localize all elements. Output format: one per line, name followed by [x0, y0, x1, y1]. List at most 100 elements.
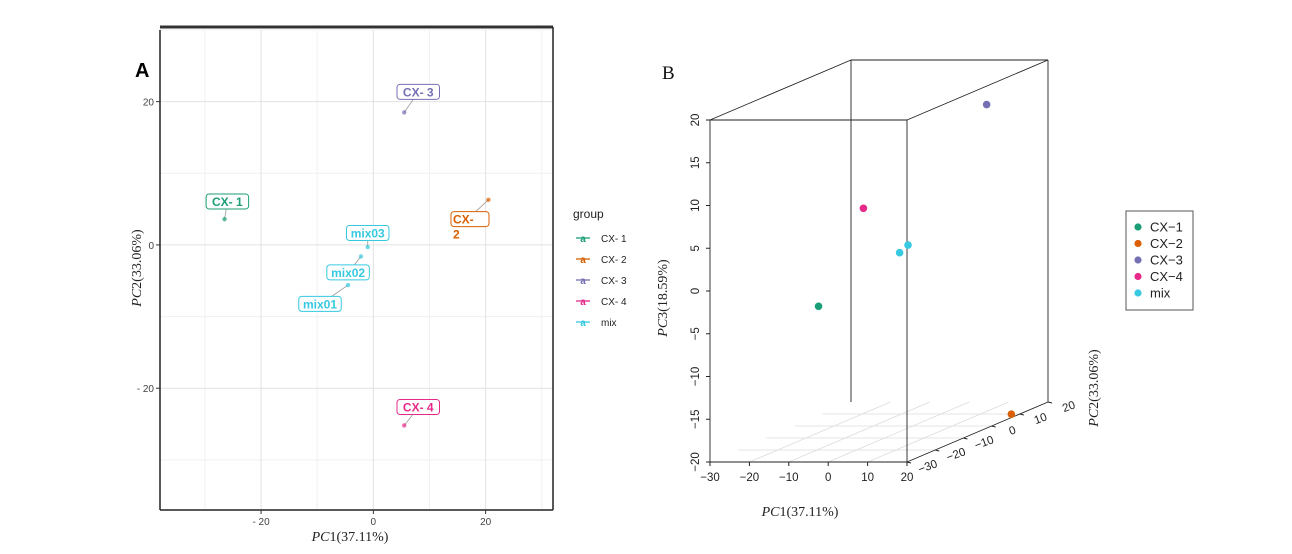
- panel-b-box: [710, 60, 1048, 462]
- legend-key-glyph: a: [580, 276, 586, 287]
- y-tick-label: - 20: [137, 384, 155, 395]
- data-point: [222, 217, 226, 221]
- y-tick-label: −30: [917, 458, 939, 476]
- data-point: [346, 283, 350, 287]
- z-tick-label: −5: [690, 327, 702, 340]
- panel-b-x-axis-label-prefix: PC: [761, 505, 781, 520]
- z-tick-label: 5: [690, 245, 702, 251]
- y-tick: [1020, 414, 1024, 415]
- y-tick: [963, 438, 967, 439]
- y-tick-label: 0: [1008, 424, 1018, 437]
- x-tick-label: 0: [825, 472, 831, 484]
- panel-b: B −30 −20 −10 0 10 20−20−15−10−505101520−30−2…: [656, 60, 1193, 520]
- panel-a-x-axis-label: PC1(37.11%): [311, 530, 389, 545]
- panel-b-points: [815, 101, 1015, 418]
- legend-entry: CX−2: [1150, 236, 1183, 251]
- x-tick-label: −30: [700, 472, 720, 484]
- legend-key-glyph: a: [580, 255, 586, 266]
- legend-key-dot: [1134, 289, 1141, 296]
- panel-b-z-axis-label-prefix: PC: [656, 318, 671, 338]
- legend-entry: CX−4: [1150, 269, 1183, 284]
- figure-canvas: A - 20 0 20200- 20 CX- 1CX-2CX- 3CX- 4mix0…: [0, 0, 1292, 554]
- x-tick-label: 20: [901, 472, 914, 484]
- z-tick-label: −20: [690, 452, 702, 472]
- box-edge: [907, 60, 1048, 120]
- z-tick-label: −15: [690, 409, 702, 429]
- point-label: mix03: [351, 226, 385, 240]
- z-tick-label: 0: [690, 288, 702, 294]
- data-point: [815, 302, 823, 310]
- panel-b-label: B: [662, 63, 675, 84]
- point-label: CX- 4: [403, 401, 434, 415]
- legend-key-dot: [1134, 223, 1141, 230]
- legend-entry: CX- 4: [601, 297, 627, 308]
- data-point: [904, 241, 912, 249]
- x-tick-label: −10: [779, 472, 799, 484]
- box-edge: [907, 402, 1048, 462]
- panel-b-y-axis-label-prefix: PC: [1087, 408, 1102, 428]
- legend-key-dot: [1134, 256, 1141, 263]
- point-label: 2: [453, 228, 460, 242]
- box-edge: [710, 60, 851, 120]
- x-tick-label: −20: [740, 472, 760, 484]
- y-tick-label: −20: [945, 446, 967, 464]
- point-label: CX- 1: [212, 195, 243, 209]
- data-point: [896, 249, 904, 257]
- x-tick-label: 20: [480, 517, 492, 528]
- x-tick-label: - 20: [252, 517, 270, 528]
- legend-entry: CX- 1: [601, 234, 627, 245]
- data-point: [1008, 410, 1016, 418]
- data-point: [983, 101, 991, 109]
- data-point: [366, 245, 370, 249]
- point-label: CX- 3: [403, 85, 434, 99]
- y-tick: [907, 462, 911, 463]
- y-tick: [992, 426, 996, 427]
- panel-b-y-axis-label: PC2(33.06%): [1087, 349, 1102, 428]
- panel-a-x-axis-label-suffix: 1(37.11%): [329, 530, 388, 545]
- data-point: [486, 198, 490, 202]
- legend-key-glyph: a: [580, 318, 586, 329]
- legend-key-dot: [1134, 273, 1141, 280]
- panel-b-y-axis-label-suffix: 2(33.06%): [1087, 349, 1102, 409]
- panel-b-x-axis-label-suffix: 1(37.11%): [779, 505, 838, 520]
- legend-entry: CX−3: [1150, 253, 1183, 268]
- z-tick-label: 20: [690, 114, 702, 127]
- panel-a-x-axis-label-prefix: PC: [311, 530, 331, 545]
- panel-a-ticks: - 20 0 20200- 20: [137, 98, 492, 528]
- panel-a: A - 20 0 20 20 0 - 20 CX- 1 CX-2 CX- 3 CX- 4 mix0…: [130, 27, 627, 545]
- panel-a-y-axis-label-suffix: 2(33.06%): [130, 229, 145, 289]
- panel-a-point-labels: CX- 1 CX-2 CX- 3 CX- 4 mix03 mix02 mix01: [206, 84, 489, 414]
- y-tick-label: 20: [143, 98, 155, 109]
- legend-key-glyph: a: [580, 234, 586, 245]
- point-label: CX-: [453, 213, 474, 227]
- panel-b-legend: CX−1CX−2 CX−3CX−4 mix: [1126, 211, 1193, 310]
- panel-b-x-axis-label: PC1(37.11%): [761, 505, 839, 520]
- panel-a-legend: group a CX- 1 a CX- 2 a CX- 3 a CX- 4 a mix: [573, 207, 627, 329]
- panel-a-label-connectors: [225, 92, 489, 425]
- panel-a-y-axis-label-prefix: PC: [130, 288, 145, 308]
- legend-entry: CX- 3: [601, 276, 627, 287]
- y-tick-label: 0: [148, 241, 154, 252]
- x-tick-label: 10: [861, 472, 874, 484]
- point-label: mix01: [303, 297, 337, 311]
- legend-key-glyph: a: [580, 297, 586, 308]
- y-tick-label: 10: [1033, 411, 1049, 427]
- panel-b-ticks: −30 −20 −10 0 10 20−20−15−10−505101520−30−20−…: [690, 114, 1077, 484]
- legend-entry: mix: [1150, 286, 1171, 301]
- legend-key-dot: [1134, 240, 1141, 247]
- data-point: [359, 254, 363, 258]
- data-point: [402, 423, 406, 427]
- legend-entry: CX−1: [1150, 220, 1183, 235]
- z-tick-label: 15: [690, 156, 702, 169]
- y-tick: [935, 450, 939, 451]
- panel-b-z-axis-label: PC3(18.59%): [656, 259, 671, 338]
- floor-grid-line: [789, 402, 930, 462]
- y-tick-label: −10: [973, 434, 995, 452]
- legend-entry: CX- 2: [601, 255, 627, 266]
- legend-entry: mix: [601, 318, 617, 329]
- y-tick-label: 20: [1061, 399, 1077, 415]
- floor-grid-line: [749, 402, 890, 462]
- z-tick-label: 10: [690, 199, 702, 212]
- panel-b-z-axis-label-suffix: 3(18.59%): [656, 259, 671, 319]
- point-label: mix02: [331, 266, 365, 280]
